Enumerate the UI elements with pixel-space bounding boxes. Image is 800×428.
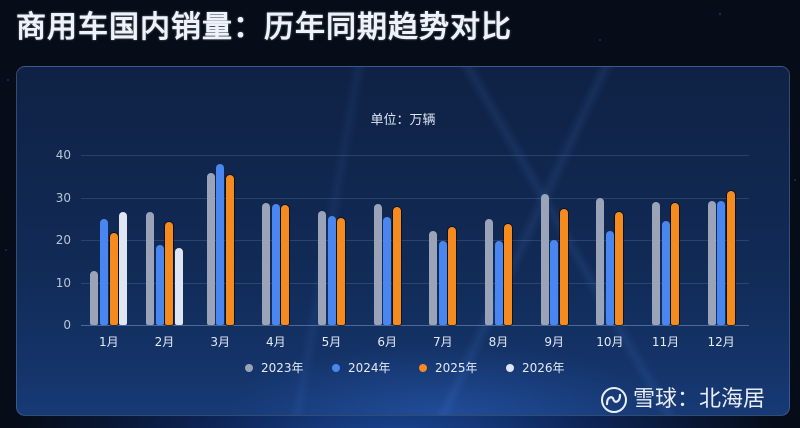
legend-dot-icon [245,364,253,372]
bar-2024-4[interactable] [271,204,280,325]
y-tick-label: 30 [55,191,71,205]
watermark: 雪球：北海居 [601,382,765,418]
x-tick-label: 4月 [266,335,286,349]
bar-2024-9[interactable] [550,239,559,325]
legend-dot-icon [419,364,427,372]
bar-2023-4[interactable] [262,202,271,325]
bar-2025-3[interactable] [225,175,234,325]
x-tick-label: 7月 [433,335,453,349]
bar-2023-11[interactable] [651,202,660,325]
bar-2024-12[interactable] [717,201,726,325]
legend-item-2024[interactable]: 2024年 [332,360,391,376]
legend-label: 2025年 [435,361,478,375]
bar-2023-6[interactable] [373,204,382,325]
bar-2023-5[interactable] [317,211,326,325]
x-tick-label: 8月 [488,335,509,349]
y-tick-label: 40 [55,148,71,162]
bar-2025-6[interactable] [392,206,401,325]
bar-2023-1[interactable] [90,270,99,325]
gridline [81,240,749,241]
legend-label: 2023年 [261,361,304,375]
x-axis-line [81,325,749,326]
chart-panel: 单位：万辆 0 10 20 30 40 1月 2月 3月 4月 5月 6月 7月 8月 9月 10月 11月 1… [16,66,790,416]
bar-2025-1[interactable] [109,233,118,325]
bar-2024-1[interactable] [100,218,108,326]
bar-2023-10[interactable] [596,198,605,325]
gridline [81,283,749,284]
x-tick-label: 3月 [210,335,230,349]
bar-2025-10[interactable] [615,211,624,325]
snowball-logo-icon [601,387,627,413]
bar-2024-6[interactable] [383,217,392,325]
bar-2025-4[interactable] [281,205,290,325]
bar-2025-5[interactable] [337,217,346,325]
x-tick-label: 6月 [377,335,397,349]
y-tick-label: 20 [55,233,71,247]
x-tick-label: 9月 [544,335,564,349]
gridline [81,198,749,199]
x-tick-label: 10月 [596,335,624,349]
legend-label: 2024年 [348,361,391,375]
y-tick-label: 10 [55,276,71,290]
bar-2025-8[interactable] [504,223,513,325]
legend-label: 2026年 [522,361,565,375]
page-title: 商用车国内销量：历年同期趋势对比 [16,10,512,45]
bar-2024-10[interactable] [605,231,614,325]
x-tick-label: 5月 [321,335,342,349]
unit-label: 单位：万辆 [370,113,436,128]
bar-2025-9[interactable] [559,208,568,325]
legend-dot-icon [332,364,340,372]
bar-2023-8[interactable] [484,219,493,325]
bar-2025-12[interactable] [726,191,735,325]
x-tick-label: 2月 [154,335,175,349]
bar-2025-7[interactable] [448,227,457,326]
bar-2024-5[interactable] [327,215,336,325]
gridline [81,155,749,156]
bar-2026-1[interactable] [119,211,128,325]
bar-2025-11[interactable] [671,202,680,325]
x-tick-label: 12月 [707,335,735,349]
bar-chart: 0 10 20 30 40 1月 2月 3月 4月 5月 6月 7月 8月 9月 10月 11月 12月 [17,67,789,415]
bar-2023-12[interactable] [707,201,716,325]
bar-2025-2[interactable] [165,221,174,325]
chart-legend: 2023年 2024年 2025年 2026年 [17,360,789,376]
legend-dot-icon [506,364,514,372]
y-tick-label: 0 [63,318,71,332]
watermark-text: 雪球：北海居 [633,387,766,412]
bar-2023-2[interactable] [146,211,155,325]
bar-2024-8[interactable] [494,240,503,325]
x-tick-label: 1月 [99,335,119,349]
legend-item-2026[interactable]: 2026年 [506,360,565,376]
bar-2023-7[interactable] [429,231,438,325]
legend-item-2023[interactable]: 2023年 [245,360,304,376]
bar-2024-3[interactable] [216,163,225,325]
bar-2024-11[interactable] [661,221,670,325]
bar-2026-2[interactable] [174,247,183,325]
legend-item-2025[interactable]: 2025年 [419,360,478,376]
bar-2024-7[interactable] [438,240,447,325]
bar-2023-9[interactable] [540,194,549,325]
bar-2023-3[interactable] [206,172,215,325]
x-tick-label: 11月 [651,335,680,349]
bar-2024-2[interactable] [155,245,164,325]
